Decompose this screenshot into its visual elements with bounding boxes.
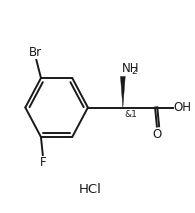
Text: OH: OH bbox=[174, 101, 191, 114]
Polygon shape bbox=[121, 76, 125, 108]
Text: HCl: HCl bbox=[78, 183, 101, 196]
Text: 2: 2 bbox=[131, 67, 137, 76]
Text: &1: &1 bbox=[124, 110, 137, 119]
Text: Br: Br bbox=[29, 46, 42, 59]
Text: F: F bbox=[39, 156, 46, 169]
Text: NH: NH bbox=[121, 62, 139, 75]
Text: O: O bbox=[152, 128, 161, 141]
